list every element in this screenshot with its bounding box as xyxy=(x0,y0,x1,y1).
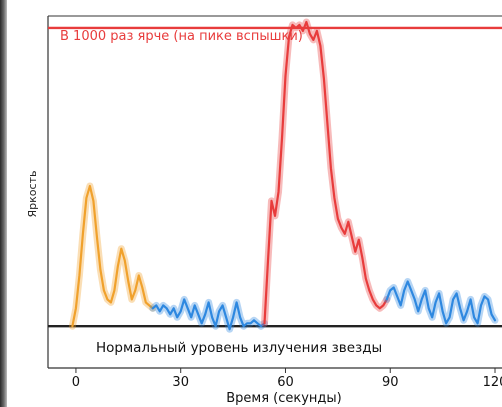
series-line-2 xyxy=(151,298,266,331)
series-line-1 xyxy=(71,184,154,328)
x-axis-ticks: 0 30 60 90 120 xyxy=(72,368,502,390)
x-axis-label: Время (секунды) xyxy=(226,391,342,406)
x-tick-label-0: 0 xyxy=(72,375,80,390)
peak-annotation: В 1000 раз ярче (на пике вспышки) xyxy=(60,29,303,44)
series-line-4 xyxy=(385,280,497,325)
x-tick-label-60: 60 xyxy=(277,375,294,390)
series-layer xyxy=(68,18,499,333)
x-tick-label-120: 120 xyxy=(483,375,502,390)
x-tick-label-90: 90 xyxy=(382,375,399,390)
plot-frame xyxy=(47,15,502,369)
x-tick-label-30: 30 xyxy=(172,375,189,390)
reference-lines xyxy=(48,26,502,328)
series-band-3 xyxy=(261,18,391,327)
left-edge-shadow xyxy=(0,0,7,407)
series-line-3 xyxy=(263,20,388,325)
baseline-annotation: Нормальный уровень излучения звезды xyxy=(96,340,382,356)
y-axis-label: Яркость xyxy=(26,171,39,218)
